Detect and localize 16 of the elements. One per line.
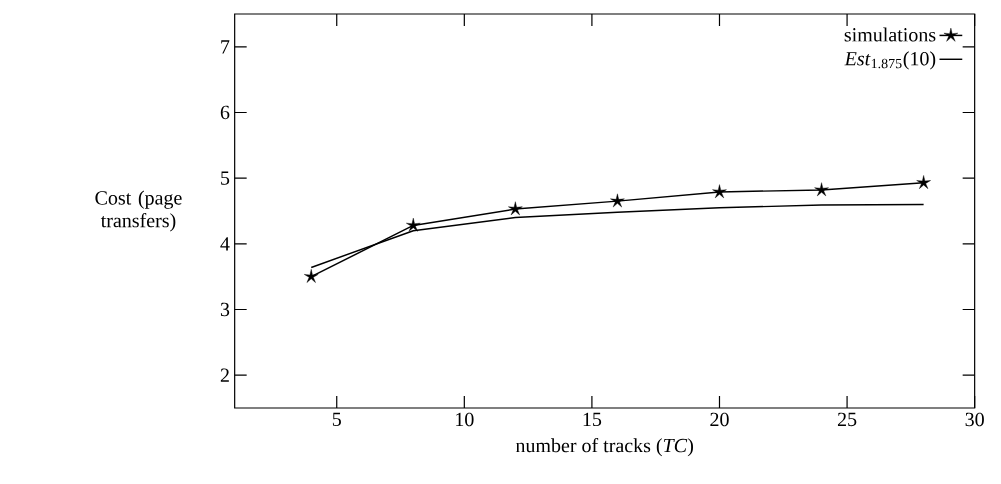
x-tick-label: 10 (456, 412, 474, 427)
y-tick-label: 4 (220, 237, 230, 251)
y-tick-label: 5 (221, 171, 230, 185)
y-tick-label: 2 (220, 368, 229, 382)
y-tick-label: 6 (220, 105, 230, 120)
y-tick-label: 7 (221, 40, 230, 54)
x-axis-title: number of tracks (TC) (515, 438, 694, 457)
y-axis-title: Cost (page transfers) (95, 190, 182, 232)
legend-label: simulations (844, 27, 936, 42)
x-tick-label: 30 (965, 412, 984, 427)
x-tick-label: 20 (710, 412, 729, 427)
x-tick-label: 25 (837, 412, 857, 427)
legend-label: Est$_{1.875}$(10) (844, 51, 936, 70)
x-tick-label: 5 (332, 412, 341, 426)
x-tick-label: 15 (583, 412, 602, 427)
y-tick-label: 3 (220, 302, 230, 317)
